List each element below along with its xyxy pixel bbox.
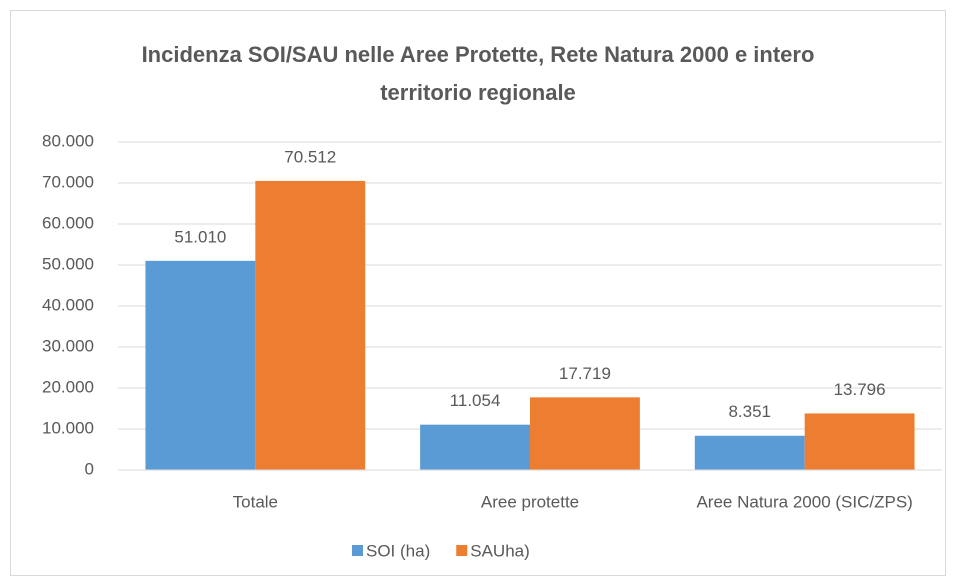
value-label: 70.512 xyxy=(284,147,336,166)
legend-label: SOI (ha) xyxy=(366,541,430,560)
bar xyxy=(255,180,366,470)
bar xyxy=(694,435,805,470)
legend-swatch xyxy=(456,545,468,556)
bar xyxy=(804,413,915,470)
value-label: 8.351 xyxy=(728,402,771,421)
y-tick-label: 30.000 xyxy=(42,336,94,355)
x-tick-label: Aree protette xyxy=(481,492,579,511)
y-tick-label: 50.000 xyxy=(42,254,94,273)
bar xyxy=(145,260,256,470)
value-label: 51.010 xyxy=(174,227,226,246)
bar xyxy=(420,424,530,470)
y-tick-label: 60.000 xyxy=(42,213,94,232)
chart-title: Incidenza SOI/SAU nelle Aree Protette, R… xyxy=(141,42,815,105)
y-tick-label: 0 xyxy=(85,459,94,478)
y-tick-label: 10.000 xyxy=(42,418,94,437)
y-tick-label: 40.000 xyxy=(42,295,94,314)
value-label: 11.054 xyxy=(450,391,501,410)
y-tick-label: 70.000 xyxy=(42,172,94,191)
bar xyxy=(530,397,640,470)
value-label: 17.719 xyxy=(559,364,611,383)
value-label: 13.796 xyxy=(834,380,886,399)
y-tick-label: 80.000 xyxy=(42,131,94,150)
x-tick-label: Aree Natura 2000 (SIC/ZPS) xyxy=(696,492,912,511)
legend-swatch xyxy=(352,545,363,556)
legend-label: SAUha) xyxy=(470,541,530,560)
y-tick-label: 20.000 xyxy=(42,377,94,396)
x-tick-label: Totale xyxy=(233,492,278,511)
